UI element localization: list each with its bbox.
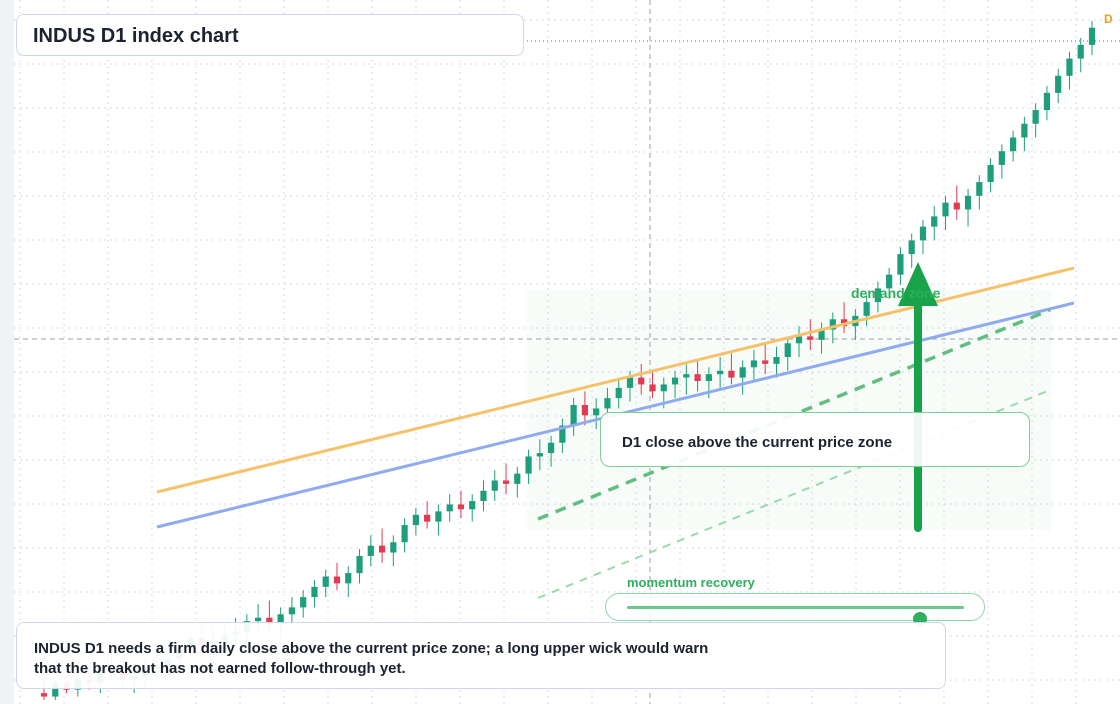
candle-body[interactable]: [378, 545, 386, 553]
candle-body[interactable]: [356, 555, 363, 574]
candle-body[interactable]: [559, 425, 566, 443]
candle-body[interactable]: [739, 367, 746, 378]
momentum-gauge[interactable]: [605, 593, 985, 626]
callout-text: D1 close above the current price zone: [622, 434, 893, 451]
breakout-callout: D1 close above the current price zone: [600, 412, 1030, 467]
candle-body[interactable]: [300, 597, 307, 608]
candle-body[interactable]: [953, 202, 960, 210]
last-price-tag: D: [1104, 12, 1113, 26]
candle-body[interactable]: [931, 216, 938, 227]
candle-body[interactable]: [1077, 44, 1084, 59]
candle-body[interactable]: [660, 384, 667, 392]
candle-body[interactable]: [457, 504, 465, 510]
candle-body[interactable]: [345, 573, 352, 584]
candle-body[interactable]: [615, 387, 622, 399]
candle-body[interactable]: [480, 490, 487, 502]
chart-title: INDUS D1 index chart: [33, 25, 239, 47]
candle-body[interactable]: [1088, 27, 1096, 45]
note-panel: INDUS D1 needs a firm daily close above …: [16, 622, 946, 689]
demand-zone-shade: [527, 290, 1052, 530]
candle-body[interactable]: [288, 607, 296, 615]
candle-body[interactable]: [547, 442, 555, 454]
candle-body[interactable]: [446, 504, 453, 512]
candle-body[interactable]: [255, 617, 262, 622]
candle-body[interactable]: [502, 480, 510, 484]
candle-body[interactable]: [795, 336, 803, 344]
candle-body[interactable]: [593, 408, 600, 416]
demand-zone-label: demand zone: [851, 285, 941, 301]
candle-body[interactable]: [52, 682, 59, 697]
candle-body[interactable]: [390, 542, 397, 553]
candle-body[interactable]: [1021, 123, 1028, 138]
candle-body[interactable]: [604, 398, 611, 409]
candle-body[interactable]: [728, 370, 735, 378]
candle-body[interactable]: [1066, 58, 1073, 76]
candle-body[interactable]: [367, 545, 374, 556]
candle-body[interactable]: [762, 360, 769, 364]
candle-body[interactable]: [998, 151, 1005, 165]
candle-body[interactable]: [277, 614, 284, 625]
candle-body[interactable]: [649, 384, 656, 392]
candle-body[interactable]: [694, 374, 701, 382]
candle-body[interactable]: [536, 453, 543, 457]
candle-body[interactable]: [818, 329, 825, 340]
candle-body[interactable]: [491, 480, 498, 491]
candle-body[interactable]: [886, 274, 893, 289]
candle-body[interactable]: [424, 514, 431, 522]
candle-body[interactable]: [1032, 110, 1039, 124]
candle-body[interactable]: [784, 343, 791, 357]
candle-body[interactable]: [514, 473, 521, 484]
candle-body[interactable]: [919, 226, 927, 241]
candle-body[interactable]: [435, 511, 442, 522]
title-panel: INDUS D1 index chart: [16, 14, 524, 56]
candle-body[interactable]: [773, 357, 780, 364]
candle-body[interactable]: [750, 360, 758, 368]
candle-body[interactable]: [581, 405, 589, 416]
candle-body[interactable]: [987, 164, 994, 183]
candle-body[interactable]: [717, 370, 724, 375]
candle-body[interactable]: [897, 254, 904, 275]
candle-body[interactable]: [942, 202, 949, 217]
candle-body[interactable]: [311, 586, 318, 598]
candle-body[interactable]: [322, 576, 329, 587]
candle-body[interactable]: [671, 377, 679, 385]
candle-body[interactable]: [525, 456, 532, 474]
candle-body[interactable]: [1055, 75, 1062, 93]
target-arrow-head: [898, 262, 938, 306]
candle-body[interactable]: [705, 374, 712, 382]
candle-body[interactable]: [908, 240, 915, 255]
candle-body[interactable]: [976, 182, 983, 196]
note-text: INDUS D1 needs a firm daily close above …: [34, 640, 709, 677]
candle-body[interactable]: [874, 288, 881, 303]
candle-body[interactable]: [401, 525, 408, 543]
candle-body[interactable]: [1043, 92, 1051, 111]
candle-body[interactable]: [333, 576, 341, 584]
momentum-track: [627, 606, 964, 626]
candle-body[interactable]: [863, 302, 870, 316]
left-panel-edge: [0, 0, 14, 704]
candle-body[interactable]: [40, 693, 48, 697]
candle-body[interactable]: [412, 514, 419, 526]
candle-body[interactable]: [266, 617, 273, 625]
projection-dashed-faint: [537, 389, 1051, 599]
candle-body[interactable]: [638, 377, 645, 385]
candle-body[interactable]: [570, 405, 577, 426]
candle-body[interactable]: [829, 319, 836, 330]
momentum-label: momentum recovery: [627, 575, 755, 590]
candle-body[interactable]: [469, 501, 476, 510]
candle-body[interactable]: [626, 377, 634, 388]
candle-body[interactable]: [807, 336, 814, 340]
candle-body[interactable]: [683, 374, 690, 378]
candle-body[interactable]: [1010, 137, 1017, 152]
candle-body[interactable]: [964, 195, 972, 210]
